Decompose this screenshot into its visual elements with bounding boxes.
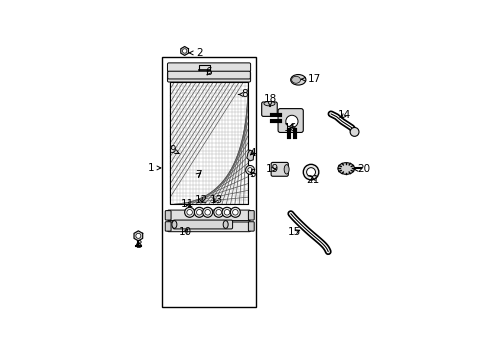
Circle shape bbox=[349, 127, 358, 136]
FancyBboxPatch shape bbox=[167, 210, 250, 221]
Circle shape bbox=[136, 233, 141, 238]
Text: 20: 20 bbox=[353, 164, 370, 174]
FancyBboxPatch shape bbox=[167, 222, 250, 232]
Text: 6: 6 bbox=[205, 67, 212, 77]
Text: 10: 10 bbox=[179, 227, 192, 237]
Text: 7: 7 bbox=[194, 170, 201, 180]
Circle shape bbox=[247, 168, 252, 172]
Text: 3: 3 bbox=[135, 240, 142, 250]
Circle shape bbox=[194, 207, 204, 217]
Text: 18: 18 bbox=[263, 94, 276, 107]
Circle shape bbox=[303, 164, 318, 180]
Text: 1: 1 bbox=[147, 163, 161, 173]
Circle shape bbox=[184, 207, 194, 217]
Circle shape bbox=[285, 115, 297, 127]
Text: 8: 8 bbox=[238, 90, 247, 99]
FancyBboxPatch shape bbox=[270, 162, 288, 176]
FancyBboxPatch shape bbox=[167, 63, 250, 72]
Bar bbox=[162, 57, 256, 307]
Circle shape bbox=[230, 207, 240, 217]
Text: 5: 5 bbox=[249, 169, 256, 179]
Polygon shape bbox=[134, 231, 142, 241]
FancyBboxPatch shape bbox=[248, 222, 254, 231]
Text: 9: 9 bbox=[169, 145, 179, 155]
Ellipse shape bbox=[291, 76, 300, 83]
Text: 16: 16 bbox=[284, 123, 297, 133]
FancyBboxPatch shape bbox=[165, 222, 171, 231]
Circle shape bbox=[204, 210, 210, 215]
FancyBboxPatch shape bbox=[261, 102, 277, 116]
Circle shape bbox=[202, 207, 212, 217]
Ellipse shape bbox=[223, 221, 228, 228]
Circle shape bbox=[224, 210, 229, 215]
Text: 19: 19 bbox=[265, 164, 278, 174]
Ellipse shape bbox=[337, 163, 354, 174]
FancyBboxPatch shape bbox=[278, 109, 303, 132]
Text: 12: 12 bbox=[194, 195, 207, 205]
Bar bbox=[170, 82, 247, 204]
Text: 2: 2 bbox=[189, 48, 202, 58]
FancyBboxPatch shape bbox=[167, 72, 250, 82]
Circle shape bbox=[232, 210, 238, 215]
Text: 13: 13 bbox=[209, 195, 222, 205]
Circle shape bbox=[182, 49, 186, 53]
Circle shape bbox=[245, 166, 254, 174]
FancyBboxPatch shape bbox=[167, 71, 250, 79]
Text: 14: 14 bbox=[337, 110, 350, 120]
Text: 4: 4 bbox=[249, 148, 256, 158]
Text: 21: 21 bbox=[305, 175, 319, 185]
Polygon shape bbox=[181, 46, 188, 55]
FancyBboxPatch shape bbox=[248, 211, 254, 220]
Ellipse shape bbox=[284, 165, 288, 174]
Circle shape bbox=[213, 207, 224, 217]
Circle shape bbox=[216, 210, 221, 215]
Circle shape bbox=[196, 210, 202, 215]
FancyBboxPatch shape bbox=[173, 220, 232, 229]
Ellipse shape bbox=[264, 102, 274, 106]
Circle shape bbox=[306, 168, 315, 176]
FancyBboxPatch shape bbox=[165, 211, 171, 220]
Text: 11: 11 bbox=[181, 199, 194, 209]
Polygon shape bbox=[246, 150, 254, 161]
Text: 17: 17 bbox=[301, 74, 320, 84]
Ellipse shape bbox=[290, 75, 305, 85]
Circle shape bbox=[186, 210, 192, 215]
Circle shape bbox=[222, 207, 232, 217]
Text: 15: 15 bbox=[287, 227, 301, 237]
Ellipse shape bbox=[172, 221, 177, 228]
